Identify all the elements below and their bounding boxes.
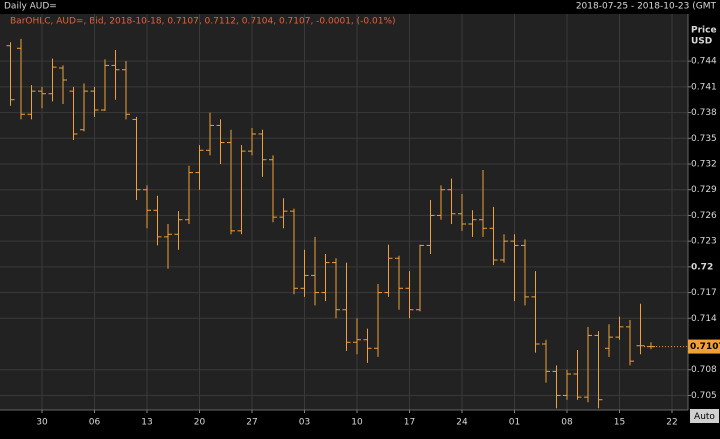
y-tick-label: 0.705 — [691, 391, 717, 401]
x-tick-label: 08 — [561, 418, 573, 428]
x-tick-label: 17 — [404, 418, 415, 428]
date-range: 2018-07-25 - 2018-10-23 (GMT — [576, 2, 717, 12]
y-tick-label: 0.729 — [691, 185, 717, 195]
x-tick-label: 20 — [194, 418, 206, 428]
ohlc-bars — [6, 38, 655, 409]
x-tick-label: 22 — [666, 418, 677, 428]
auto-button[interactable]: Auto — [690, 409, 719, 423]
x-tick-label: 03 — [299, 418, 310, 428]
axes: 0.705 0.708 0.714 0.717 0.72 0.723 0.726 0.729 0… — [0, 14, 717, 428]
y-axis-unit: USD — [691, 37, 712, 47]
y-tick-label: 0.714 — [691, 314, 717, 324]
x-tick-label: 01 — [509, 418, 520, 428]
y-tick-label: 0.708 — [691, 365, 717, 375]
y-tick-label: 0.72 — [691, 262, 713, 272]
chart-title: Daily AUD= — [4, 2, 57, 12]
x-tick-label: 10 — [351, 418, 363, 428]
x-tick-label: 15 — [614, 418, 625, 428]
button-label[interactable]: Auto — [694, 412, 715, 422]
y-tick-label: 0.723 — [691, 237, 717, 247]
y-tick-label: 0.717 — [691, 288, 717, 298]
plot-area — [0, 14, 688, 410]
x-tick-label: 27 — [246, 418, 257, 428]
y-tick-label: 0.741 — [691, 82, 717, 92]
y-tick-label: 0.732 — [691, 160, 717, 170]
legend: BarOHLC, AUD=, Bid, 2018-10-18, 0.7107, … — [10, 17, 396, 27]
x-tick-label: 06 — [89, 418, 101, 428]
y-axis-label: Price — [691, 26, 717, 36]
x-tick-label: 13 — [141, 418, 152, 428]
x-tick-label: 30 — [36, 418, 48, 428]
last-price-box — [688, 339, 720, 354]
y-tick-label: 0.726 — [691, 211, 717, 221]
button-bg[interactable] — [690, 409, 719, 423]
y-tick-label: 0.744 — [691, 57, 717, 67]
y-tick-label: 0.738 — [691, 108, 717, 118]
last-price-label: 0.7107 — [690, 342, 720, 352]
x-tick-label: 24 — [456, 418, 468, 428]
y-tick-label: 0.735 — [691, 134, 717, 144]
